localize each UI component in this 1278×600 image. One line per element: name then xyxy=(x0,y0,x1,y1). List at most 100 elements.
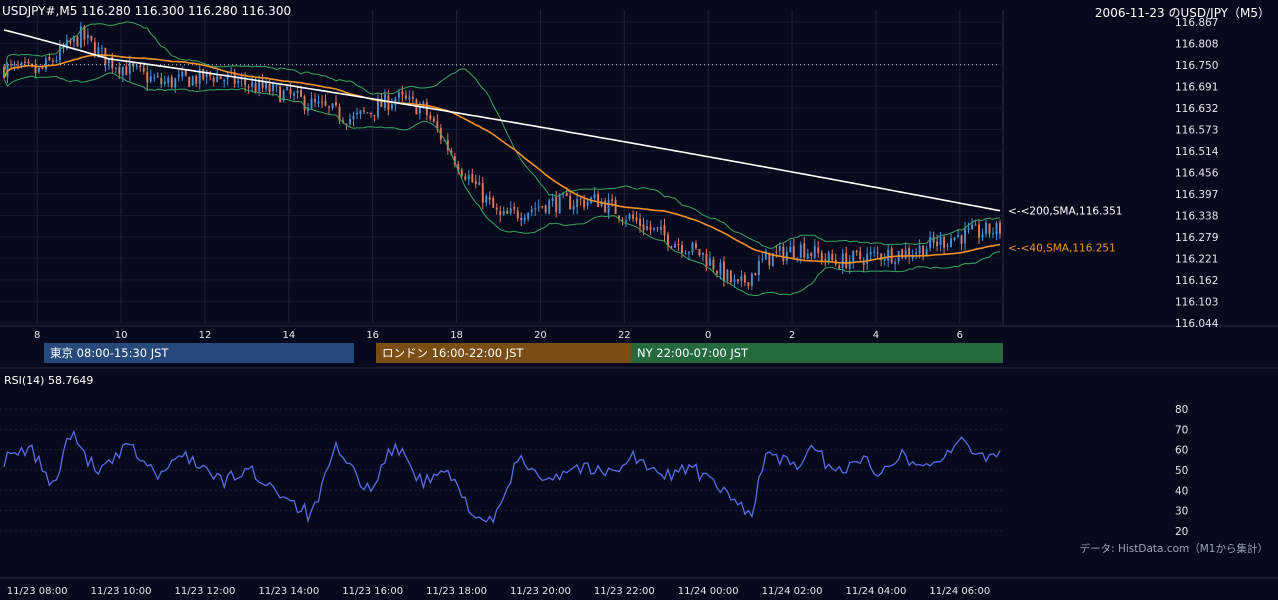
candle-body xyxy=(918,245,921,254)
candle-body xyxy=(415,99,418,115)
time-tick-label: 11/24 06:00 xyxy=(929,586,990,597)
axis-labels: 8 11/23 08:00 10 11/23 10:00 12 11/23 12:00 14… xyxy=(7,17,1219,597)
candle-body xyxy=(188,77,191,87)
candle-body xyxy=(771,253,774,267)
candle-body xyxy=(750,273,753,287)
candle-body xyxy=(495,207,498,210)
candle-body xyxy=(628,214,631,220)
candle-body xyxy=(160,77,163,85)
candle-body xyxy=(820,252,823,261)
candle-body xyxy=(191,76,194,86)
time-tick-label: 11/23 16:00 xyxy=(342,586,403,597)
candle-body xyxy=(705,254,708,266)
candle-body xyxy=(156,75,159,77)
price-tick-label: 116.750 xyxy=(1175,60,1218,72)
hour-tick-label: 18 xyxy=(450,330,463,341)
candle-body xyxy=(268,83,271,93)
candle-body xyxy=(579,198,582,200)
candle-body xyxy=(551,198,554,202)
candle-body xyxy=(621,219,624,221)
candle-body xyxy=(397,92,400,98)
candle-body xyxy=(894,261,897,264)
candle-body xyxy=(785,251,788,261)
candle-body xyxy=(289,88,292,95)
candle-body xyxy=(911,255,914,259)
candle-body xyxy=(544,205,547,213)
candle-body xyxy=(971,224,974,229)
candle-body xyxy=(51,60,54,62)
candle-body xyxy=(481,183,484,203)
candle-body xyxy=(604,200,607,212)
candle-body xyxy=(34,65,37,74)
candle-body xyxy=(985,222,987,234)
candle-body xyxy=(338,106,341,121)
time-tick-label: 11/23 20:00 xyxy=(510,586,571,597)
time-tick-label: 11/23 18:00 xyxy=(426,586,487,597)
candle-body xyxy=(100,47,103,49)
candle-body xyxy=(810,252,813,256)
candle-body xyxy=(492,197,495,208)
candle-body xyxy=(688,252,690,254)
candle-body xyxy=(310,98,313,109)
candle-body xyxy=(411,96,414,99)
candle-body xyxy=(806,253,809,259)
price-tick-label: 116.808 xyxy=(1175,39,1218,51)
candle-body xyxy=(904,249,907,259)
price-tick-label: 116.279 xyxy=(1175,232,1218,244)
candle-body xyxy=(943,237,946,248)
candle-body xyxy=(279,86,282,103)
candle-body xyxy=(674,243,676,248)
sma200-label: <-<200,SMA,116.351 xyxy=(1008,206,1122,218)
time-tick-label: 11/23 22:00 xyxy=(594,586,655,597)
candle-body xyxy=(635,217,638,221)
candle-body xyxy=(233,72,236,85)
candle-body xyxy=(852,250,855,263)
candle-body xyxy=(223,80,226,82)
candle-body xyxy=(331,103,334,109)
candle-body xyxy=(328,106,330,108)
candle-body xyxy=(848,260,851,269)
candle-body xyxy=(457,163,460,172)
hour-tick-label: 22 xyxy=(618,330,631,341)
candle-body xyxy=(733,279,736,282)
candle-body xyxy=(153,77,156,79)
candle-body xyxy=(324,100,327,106)
time-tick-label: 11/23 10:00 xyxy=(91,586,152,597)
candle-body xyxy=(883,259,886,261)
rsi-panel xyxy=(0,408,1003,532)
candle-body xyxy=(37,67,40,72)
hour-tick-label: 4 xyxy=(873,330,879,341)
hour-tick-label: 10 xyxy=(115,330,128,341)
candle-body xyxy=(838,265,841,269)
candle-body xyxy=(86,34,89,39)
hour-tick-label: 20 xyxy=(534,330,547,341)
candle-body xyxy=(925,249,928,256)
candle-body xyxy=(44,58,47,70)
candle-body xyxy=(422,101,425,105)
candle-body xyxy=(841,253,844,268)
candle-body xyxy=(520,218,523,220)
candle-body xyxy=(69,40,72,44)
price-tick-label: 116.162 xyxy=(1175,275,1218,287)
candle-body xyxy=(464,176,467,180)
hour-tick-label: 2 xyxy=(789,330,795,341)
candle-body xyxy=(24,61,26,63)
candle-body xyxy=(534,208,537,210)
candle-body xyxy=(429,115,432,120)
candle-body xyxy=(202,68,205,80)
candle-body xyxy=(978,224,980,238)
candle-body xyxy=(478,182,481,185)
candle-body xyxy=(261,80,264,88)
candle-body xyxy=(939,237,942,245)
hour-tick-label: 6 xyxy=(957,330,963,341)
candle-body xyxy=(104,47,107,65)
candle-body xyxy=(614,200,617,214)
time-tick-label: 11/24 00:00 xyxy=(678,586,739,597)
price-panel xyxy=(3,21,1001,290)
candle-body xyxy=(901,249,904,258)
candle-body xyxy=(691,242,694,253)
candle-body xyxy=(859,251,862,259)
candle-body xyxy=(177,74,180,77)
candle-body xyxy=(506,210,509,214)
